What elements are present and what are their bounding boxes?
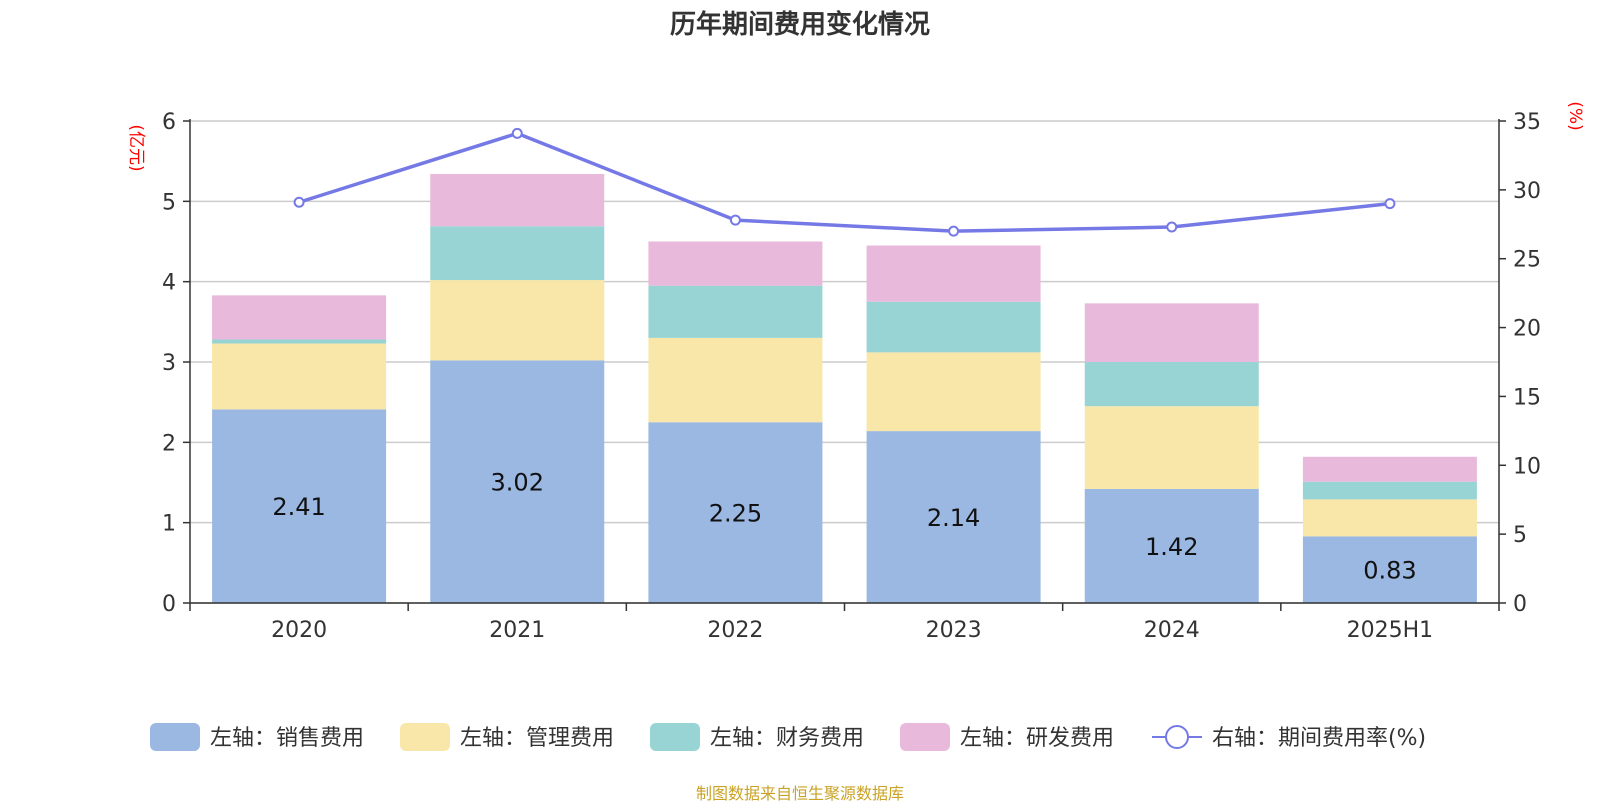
legend-swatch-3 <box>650 723 700 751</box>
bar-segment-3 <box>430 226 605 281</box>
rate-point <box>948 225 960 237</box>
right-axis-tick-label: 20 <box>1513 317 1541 342</box>
right-axis-tick-label: 30 <box>1513 179 1541 204</box>
bar-segment-4 <box>1084 303 1259 362</box>
bar-segment-3 <box>648 285 823 338</box>
x-axis-tick-label: 2025H1 <box>1347 618 1434 643</box>
bar-value-label: 1.42 <box>1145 533 1198 561</box>
bar-segment-1 <box>1302 536 1477 603</box>
legend-label-2: 左轴：管理费用 <box>460 726 614 751</box>
bar-segment-4 <box>866 245 1041 302</box>
bar-segment-2 <box>648 337 823 423</box>
left-axis-tick-label: 3 <box>162 351 176 376</box>
bar-value-label: 3.02 <box>491 469 544 497</box>
bar-segment-4 <box>648 241 823 286</box>
bar-value-label: 2.41 <box>272 493 325 521</box>
left-axis-tick-label: 4 <box>162 271 176 296</box>
legend-swatch-1 <box>150 723 200 751</box>
right-axis-tick-label: 5 <box>1513 523 1527 548</box>
bar-segment-3 <box>866 301 1041 353</box>
legend-swatch-4 <box>900 723 950 751</box>
x-axis-tick-label: 2023 <box>926 618 982 643</box>
bar-value-label: 2.25 <box>709 500 762 528</box>
bar-value-label: 0.83 <box>1363 557 1416 585</box>
left-axis-tick-label: 6 <box>162 110 176 135</box>
rate-line <box>298 131 1391 233</box>
legend-label-4: 左轴：研发费用 <box>960 726 1114 751</box>
right-axis-tick-label: 0 <box>1513 592 1527 617</box>
left-axis-tick-label: 1 <box>162 512 176 537</box>
right-axis-tick-label: 35 <box>1513 110 1541 135</box>
legend-swatch-2 <box>400 723 450 751</box>
bar-segment-4 <box>1302 456 1477 482</box>
rate-point <box>729 214 741 226</box>
bar-segment-3 <box>212 339 387 344</box>
bar-segment-2 <box>866 352 1041 432</box>
bar-segment-4 <box>430 174 605 227</box>
bar-segment-3 <box>1302 481 1477 500</box>
rate-point <box>511 127 523 139</box>
legend-label-3: 左轴：财务费用 <box>710 726 864 751</box>
bar-segment-2 <box>1302 499 1477 537</box>
bar-segment-1 <box>212 409 387 603</box>
bar-segment-2 <box>430 280 605 361</box>
bar-segment-2 <box>212 343 387 410</box>
bar-segment-1 <box>648 422 823 603</box>
source-note: 制图数据来自恒生聚源数据库 <box>695 784 904 803</box>
bar-segment-2 <box>1084 406 1259 489</box>
chart-title: 历年期间费用变化情况 <box>669 10 930 40</box>
x-axis-tick-label: 2022 <box>707 618 763 643</box>
rate-point <box>1166 221 1178 233</box>
bar-segment-1 <box>430 360 605 603</box>
right-axis-unit: (%) <box>1565 101 1585 130</box>
rate-point <box>293 196 305 208</box>
bar-segment-1 <box>1084 488 1259 603</box>
right-axis-tick-label: 10 <box>1513 454 1541 479</box>
legend-label-1: 左轴：销售费用 <box>210 726 364 751</box>
rate-point <box>1384 198 1396 210</box>
bar-segment-1 <box>866 431 1041 603</box>
left-axis-tick-label: 2 <box>162 431 176 456</box>
legend-label-5: 右轴：期间费用率(%) <box>1212 726 1426 751</box>
legend-circle-swatch <box>1165 725 1189 749</box>
left-axis-tick-label: 0 <box>162 592 176 617</box>
bar-segment-3 <box>1084 362 1259 407</box>
left-axis-tick-label: 5 <box>162 190 176 215</box>
bar-value-label: 2.14 <box>927 504 980 532</box>
bar-segment-4 <box>212 295 387 340</box>
x-axis-tick-label: 2024 <box>1144 618 1200 643</box>
right-axis-tick-label: 15 <box>1513 385 1541 410</box>
x-axis-tick-label: 2020 <box>271 618 327 643</box>
left-axis-unit: (亿元) <box>126 124 146 171</box>
right-axis-tick-label: 25 <box>1513 248 1541 273</box>
x-axis-tick-label: 2021 <box>489 618 545 643</box>
